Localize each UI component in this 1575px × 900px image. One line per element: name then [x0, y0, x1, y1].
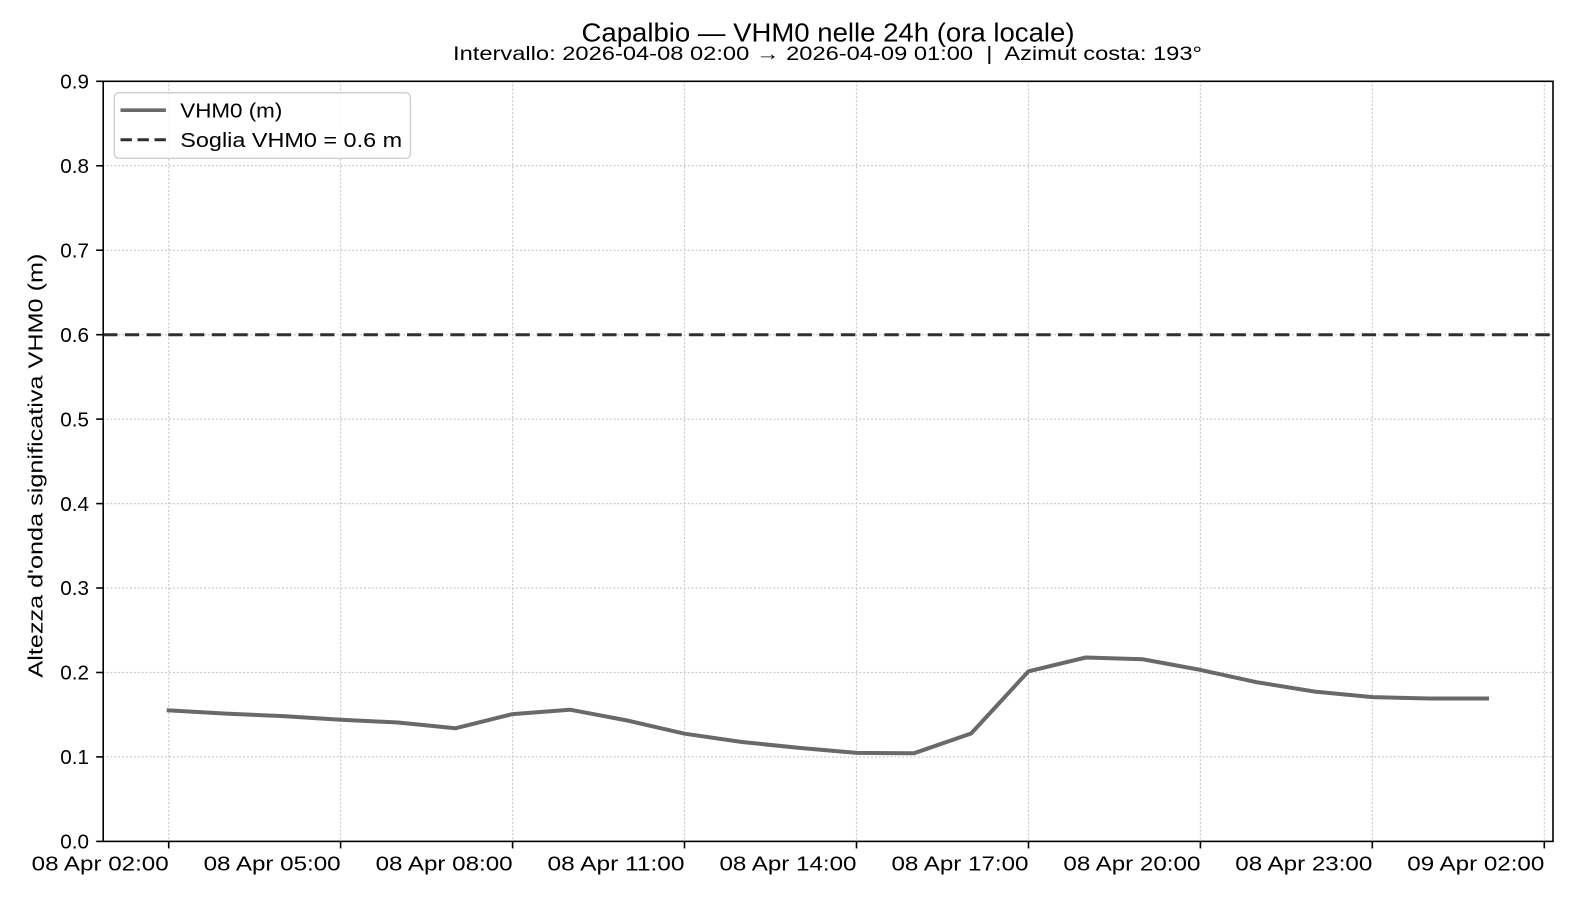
svg-text:0.7: 0.7 — [60, 240, 89, 262]
svg-text:08 Apr 08:00: 08 Apr 08:00 — [376, 853, 513, 875]
svg-text:09 Apr 02:00: 09 Apr 02:00 — [1407, 853, 1544, 875]
svg-text:08 Apr 20:00: 08 Apr 20:00 — [1063, 853, 1200, 875]
svg-text:0.0: 0.0 — [60, 832, 89, 854]
svg-text:0.2: 0.2 — [60, 663, 89, 685]
svg-text:0.6: 0.6 — [60, 325, 89, 347]
svg-text:08 Apr 11:00: 08 Apr 11:00 — [548, 853, 685, 875]
svg-text:0.1: 0.1 — [60, 747, 89, 769]
svg-text:Soglia VHM0 = 0.6 m: Soglia VHM0 = 0.6 m — [180, 130, 402, 152]
svg-text:0.9: 0.9 — [60, 72, 89, 94]
svg-text:Altezza d'onda significativa V: Altezza d'onda significativa VHM0 (m) — [25, 254, 47, 678]
svg-text:VHM0 (m): VHM0 (m) — [180, 101, 282, 123]
svg-text:08 Apr 23:00: 08 Apr 23:00 — [1235, 853, 1372, 875]
svg-text:08 Apr 17:00: 08 Apr 17:00 — [892, 853, 1029, 875]
svg-text:08 Apr 14:00: 08 Apr 14:00 — [720, 853, 857, 875]
svg-text:Capalbio — VHM0 nelle 24h (ora: Capalbio — VHM0 nelle 24h (ora locale) — [582, 17, 1075, 47]
svg-text:0.3: 0.3 — [60, 578, 89, 600]
svg-text:0.8: 0.8 — [60, 156, 89, 178]
svg-text:0.5: 0.5 — [60, 409, 89, 431]
svg-text:0.4: 0.4 — [60, 494, 89, 516]
svg-text:08 Apr 02:00: 08 Apr 02:00 — [32, 853, 169, 875]
svg-text:08 Apr 05:00: 08 Apr 05:00 — [204, 853, 341, 875]
svg-text:Intervallo: 2026-04-08 02:00 →: Intervallo: 2026-04-08 02:00 → 2026-04-0… — [453, 44, 1202, 65]
